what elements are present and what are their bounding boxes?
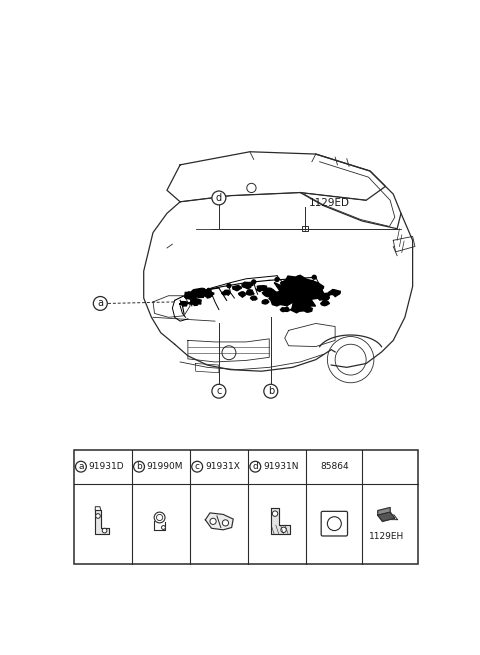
- Circle shape: [96, 514, 100, 518]
- Polygon shape: [262, 300, 269, 304]
- Circle shape: [133, 461, 144, 472]
- Polygon shape: [290, 298, 312, 313]
- Text: 91931D: 91931D: [89, 462, 124, 471]
- Polygon shape: [191, 288, 208, 297]
- Circle shape: [312, 275, 316, 279]
- Bar: [74, 450, 418, 564]
- Circle shape: [162, 525, 166, 529]
- Text: b: b: [136, 462, 142, 471]
- Polygon shape: [269, 290, 292, 306]
- Circle shape: [75, 461, 86, 472]
- Circle shape: [252, 280, 256, 284]
- Text: 1129ED: 1129ED: [309, 198, 350, 208]
- Text: 1129EH: 1129EH: [370, 532, 405, 541]
- Text: 91931X: 91931X: [205, 462, 240, 471]
- Circle shape: [102, 529, 107, 533]
- Circle shape: [222, 520, 228, 526]
- Polygon shape: [274, 275, 324, 307]
- Polygon shape: [205, 513, 233, 530]
- Polygon shape: [256, 286, 267, 291]
- Circle shape: [281, 527, 286, 533]
- Polygon shape: [95, 510, 109, 534]
- Circle shape: [227, 284, 231, 288]
- Polygon shape: [328, 290, 340, 297]
- Text: a: a: [97, 299, 103, 309]
- Polygon shape: [204, 291, 214, 298]
- Text: c: c: [216, 386, 222, 396]
- Circle shape: [297, 276, 300, 280]
- Circle shape: [192, 461, 203, 472]
- Circle shape: [207, 288, 211, 292]
- Text: 91931N: 91931N: [263, 462, 299, 471]
- Circle shape: [212, 191, 226, 205]
- Circle shape: [188, 292, 192, 296]
- Polygon shape: [242, 282, 253, 289]
- Polygon shape: [185, 291, 196, 300]
- Circle shape: [93, 297, 107, 310]
- Circle shape: [264, 384, 278, 398]
- Circle shape: [212, 384, 226, 398]
- Polygon shape: [251, 296, 257, 300]
- Polygon shape: [189, 298, 201, 305]
- Polygon shape: [280, 307, 289, 312]
- Text: 91990M: 91990M: [147, 462, 183, 471]
- Circle shape: [250, 461, 261, 472]
- Text: d: d: [252, 462, 258, 471]
- Text: a: a: [78, 462, 84, 471]
- Polygon shape: [378, 508, 390, 515]
- Polygon shape: [263, 288, 276, 297]
- Polygon shape: [246, 290, 254, 295]
- Text: d: d: [216, 193, 222, 203]
- Circle shape: [272, 511, 278, 516]
- Polygon shape: [239, 291, 246, 297]
- Polygon shape: [222, 290, 230, 295]
- Text: b: b: [268, 386, 274, 396]
- Polygon shape: [317, 293, 330, 301]
- Polygon shape: [281, 280, 297, 291]
- Polygon shape: [232, 286, 241, 291]
- Bar: [302, 227, 308, 231]
- Polygon shape: [271, 508, 290, 534]
- Circle shape: [275, 278, 279, 282]
- Polygon shape: [305, 281, 324, 295]
- Polygon shape: [378, 512, 395, 521]
- Text: c: c: [195, 462, 200, 471]
- Polygon shape: [321, 301, 329, 306]
- Text: 85864: 85864: [320, 462, 348, 471]
- Polygon shape: [179, 301, 189, 306]
- Polygon shape: [303, 307, 312, 312]
- Circle shape: [210, 518, 216, 525]
